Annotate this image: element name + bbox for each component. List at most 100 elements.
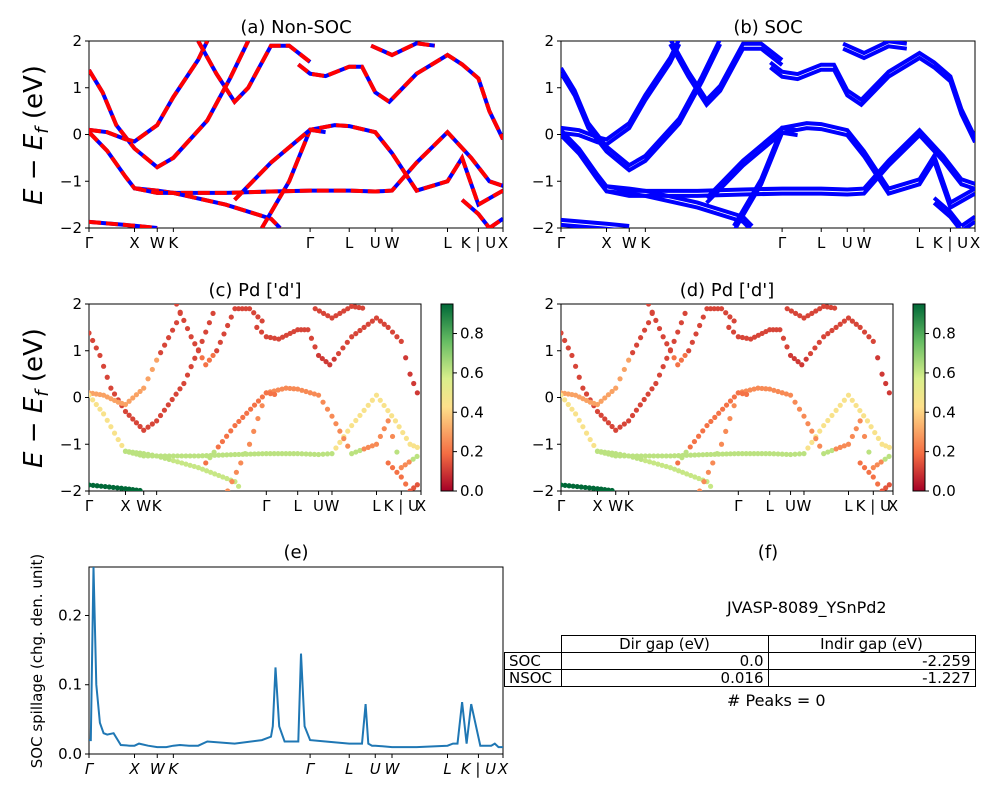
scatter-point bbox=[345, 428, 351, 434]
x-tick-label: Γ bbox=[85, 234, 94, 252]
scatter-point bbox=[861, 465, 868, 471]
scatter-point bbox=[730, 329, 737, 335]
scatter-point bbox=[710, 460, 716, 466]
scatter-point bbox=[562, 337, 568, 344]
scatter-point bbox=[411, 485, 417, 491]
scatter-point bbox=[344, 339, 350, 345]
scatter-point bbox=[726, 324, 732, 330]
scatter-point bbox=[271, 391, 278, 397]
band-line-soc bbox=[733, 126, 975, 228]
scatter-point bbox=[679, 455, 685, 461]
scatter-point bbox=[275, 451, 281, 457]
scatter-point bbox=[94, 483, 100, 489]
scatter-point bbox=[381, 321, 387, 327]
scatter-point bbox=[845, 392, 852, 398]
colorbar-tick-label: 0.2 bbox=[932, 443, 956, 461]
scatter-point bbox=[191, 453, 197, 459]
scatter-point bbox=[369, 397, 375, 403]
x-tick-label: K bbox=[168, 760, 179, 778]
band-line-soc bbox=[668, 43, 784, 108]
x-tick-label: U bbox=[842, 234, 853, 252]
axes-frame bbox=[88, 40, 504, 229]
scatter-point bbox=[287, 451, 293, 457]
scatter-point bbox=[813, 436, 819, 442]
scatter-point bbox=[621, 421, 627, 427]
band-line-red bbox=[89, 219, 158, 228]
scatter-point bbox=[723, 310, 729, 316]
scatter-point bbox=[394, 449, 400, 455]
scatter-point bbox=[787, 352, 794, 359]
scatter-point bbox=[215, 444, 221, 450]
scatter-point bbox=[809, 310, 815, 316]
scatter-point bbox=[605, 392, 612, 398]
scatter-point bbox=[817, 428, 823, 434]
scatter-point bbox=[141, 453, 147, 459]
scatter-point bbox=[723, 402, 730, 408]
band-line-soc bbox=[960, 215, 975, 228]
scatter-point bbox=[225, 488, 231, 491]
scatter-point bbox=[329, 413, 335, 419]
colorbar-tick-label: 0.6 bbox=[932, 364, 956, 382]
scatter-point bbox=[660, 364, 666, 370]
band-line-red bbox=[233, 127, 326, 202]
scatter-point bbox=[686, 348, 692, 354]
scatter-point bbox=[634, 455, 640, 461]
table-cell-dir-gap: 0.016 bbox=[560, 669, 769, 687]
scatter-point bbox=[731, 403, 737, 409]
scatter-point bbox=[667, 453, 674, 459]
scatter-point bbox=[263, 334, 269, 340]
scatter-point bbox=[414, 453, 420, 460]
x-tick-label: L bbox=[372, 497, 381, 515]
scatter-point bbox=[394, 334, 400, 340]
scatter-point bbox=[872, 429, 878, 436]
scatter-point bbox=[875, 355, 881, 361]
scatter-point bbox=[569, 406, 575, 412]
scatter-point bbox=[797, 313, 803, 319]
scatter-point bbox=[283, 451, 289, 457]
scatter-point bbox=[333, 421, 339, 427]
scatter-point bbox=[645, 320, 652, 326]
scatter-point bbox=[396, 424, 402, 430]
scatter-point bbox=[580, 424, 586, 430]
scatter-point bbox=[259, 318, 265, 324]
band-line-soc bbox=[705, 125, 798, 200]
scatter-point bbox=[394, 469, 400, 475]
scatter-point bbox=[747, 451, 753, 457]
scatter-point bbox=[102, 483, 108, 490]
scatter-point bbox=[192, 355, 198, 361]
scatter-point bbox=[626, 357, 632, 363]
scatter-point bbox=[613, 427, 619, 433]
scatter-point bbox=[373, 441, 380, 447]
scatter-point bbox=[695, 433, 702, 439]
scatter-point bbox=[174, 453, 181, 459]
scatter-point bbox=[114, 485, 120, 491]
scatter-point bbox=[777, 327, 783, 333]
scatter-point bbox=[214, 348, 220, 354]
x-tick-label: K | U bbox=[461, 760, 496, 778]
scatter-point bbox=[118, 485, 125, 491]
scatter-point bbox=[678, 320, 684, 326]
scatter-point bbox=[184, 325, 191, 332]
x-tick-label: W bbox=[150, 760, 166, 778]
colorbar-c: 0.0 0.2 0.4 0.6 0.8 bbox=[440, 303, 484, 500]
scatter-point bbox=[158, 454, 164, 460]
scatter-point bbox=[642, 453, 648, 459]
scatter-point bbox=[373, 315, 380, 321]
scatter-point bbox=[119, 442, 125, 449]
scatter-point bbox=[646, 453, 653, 459]
scatter-point bbox=[263, 390, 269, 396]
scatter-point bbox=[731, 394, 737, 400]
band-line-soc bbox=[669, 41, 784, 103]
scatter-point bbox=[783, 451, 789, 457]
scatter-point bbox=[833, 324, 839, 330]
scatter-point bbox=[251, 402, 258, 408]
scatter-point bbox=[188, 364, 194, 370]
scatter-point bbox=[236, 418, 242, 425]
scatter-point bbox=[755, 451, 761, 457]
scatter-point bbox=[849, 433, 855, 440]
y-tick-label: 2 bbox=[72, 295, 82, 313]
x-tick-label: K | U bbox=[384, 497, 419, 515]
scatter-point bbox=[337, 428, 343, 434]
y-tick-label: −1 bbox=[532, 172, 554, 190]
